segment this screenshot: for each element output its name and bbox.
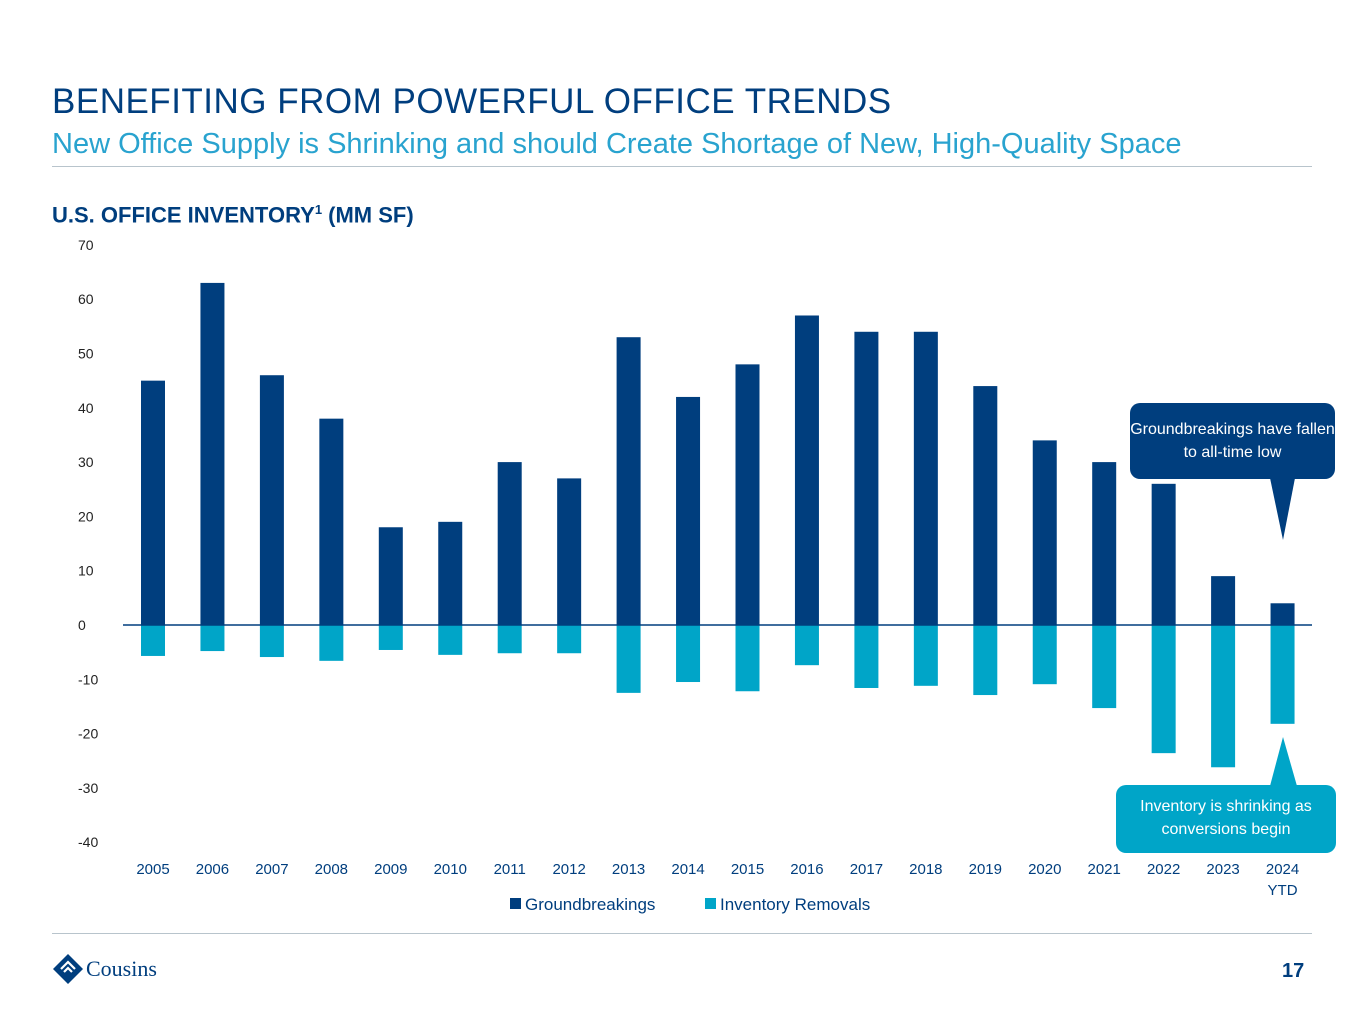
groundbreakings-bar — [259, 375, 284, 625]
groundbreakings-bar — [973, 386, 998, 625]
y-tick-label: 20 — [78, 508, 94, 524]
removals-bar — [616, 625, 641, 693]
x-tick-label: 2013 — [612, 861, 645, 878]
callout-pointer — [1270, 737, 1297, 786]
slide-subtitle: New Office Supply is Shrinking and shoul… — [52, 128, 1182, 160]
x-tick-label: 2011 — [494, 861, 526, 878]
groundbreakings-bar — [616, 337, 641, 625]
removals-bar — [1092, 625, 1117, 709]
chart-title-unit: (MM SF) — [322, 202, 414, 228]
x-tick-label: 2012 — [552, 861, 585, 878]
removals-bar — [141, 625, 165, 656]
cousins-logo: Cousins — [52, 953, 157, 985]
removals-bar — [378, 625, 403, 650]
x-tick-label: 2021 — [1088, 861, 1121, 878]
logo-icon — [53, 954, 83, 984]
groundbreakings-bar — [497, 462, 522, 625]
groundbreakings-bar — [438, 521, 463, 625]
x-tick-label: 2018 — [909, 861, 942, 878]
removals-bar — [1032, 625, 1057, 685]
groundbreakings-bar — [1270, 603, 1295, 625]
groundbreakings-bar — [200, 282, 225, 625]
x-tick-label: 2016 — [790, 861, 823, 878]
x-tick-label: 2009 — [374, 861, 407, 878]
groundbreakings-bar — [557, 478, 582, 625]
y-tick-label: -20 — [78, 726, 98, 742]
y-tick-label: 40 — [78, 400, 94, 416]
x-tick-label: 2024 — [1266, 861, 1299, 878]
x-tick-label: 2017 — [850, 861, 883, 878]
x-tick-label: 2020 — [1028, 861, 1061, 878]
slide-title: BENEFITING FROM POWERFUL OFFICE TRENDS — [52, 82, 892, 121]
groundbreakings-bar — [1032, 440, 1057, 625]
removals-bar — [676, 625, 701, 683]
removals-bar — [794, 625, 819, 666]
groundbreakings-bar — [1092, 462, 1117, 625]
chart-title: U.S. OFFICE INVENTORY1 (MM SF) — [52, 202, 414, 228]
x-tick-label: 2022 — [1147, 861, 1180, 878]
header-divider — [52, 166, 1312, 167]
x-tick-label: YTD — [1268, 882, 1298, 899]
y-tick-label: 30 — [78, 454, 94, 470]
removals-bar — [259, 625, 284, 658]
x-tick-label: 2014 — [671, 861, 704, 878]
removals-bar — [557, 625, 582, 654]
removals-bar — [1270, 625, 1295, 724]
legend-label: Inventory Removals — [720, 895, 870, 914]
x-tick-label: 2015 — [731, 861, 764, 878]
removals-bar — [735, 625, 760, 692]
y-tick-label: -40 — [78, 834, 98, 850]
legend-label: Groundbreakings — [525, 895, 655, 914]
groundbreakings-bar — [1211, 576, 1236, 625]
logo-text: Cousins — [86, 956, 157, 981]
removals-bar — [913, 625, 938, 686]
removals-bar — [1151, 625, 1176, 754]
callout-groundbreakings: Groundbreakings have fallen to all-time … — [1130, 403, 1335, 479]
x-tick-label: 2006 — [196, 861, 229, 878]
y-tick-label: 10 — [78, 563, 94, 579]
y-tick-label: 70 — [78, 237, 94, 253]
y-tick-label: -30 — [78, 780, 98, 796]
y-tick-label: 0 — [78, 617, 86, 633]
x-tick-label: 2008 — [315, 861, 348, 878]
groundbreakings-bar — [794, 315, 819, 625]
removals-bar — [1211, 625, 1236, 768]
x-tick-label: 2010 — [434, 861, 467, 878]
x-tick-label: 2005 — [136, 861, 169, 878]
callout-pointer — [1270, 478, 1295, 540]
chart-title-text: U.S. OFFICE INVENTORY — [52, 202, 315, 228]
groundbreakings-bar — [1151, 483, 1176, 625]
callout-inventory: Inventory is shrinking as conversions be… — [1116, 785, 1336, 853]
x-tick-label: 2023 — [1206, 861, 1239, 878]
y-tick-label: 60 — [78, 291, 94, 307]
y-tick-label: -10 — [78, 671, 98, 687]
removals-bar — [319, 625, 344, 661]
removals-bar — [854, 625, 879, 688]
y-tick-label: 50 — [78, 346, 94, 362]
groundbreakings-bar — [378, 527, 403, 625]
x-tick-label: 2019 — [969, 861, 1002, 878]
footer-divider — [52, 933, 1312, 934]
groundbreakings-bar — [141, 380, 165, 625]
groundbreakings-bar — [854, 331, 879, 625]
page-number: 17 — [1282, 960, 1305, 982]
removals-bar — [438, 625, 463, 655]
removals-bar — [200, 625, 225, 652]
footnote-marker: 1 — [314, 202, 323, 217]
groundbreakings-bar — [319, 418, 344, 625]
groundbreakings-bar — [913, 331, 938, 625]
groundbreakings-bar — [676, 396, 701, 625]
removals-bar — [973, 625, 998, 696]
removals-bar — [497, 625, 522, 654]
legend-swatch — [510, 898, 521, 909]
x-tick-label: 2007 — [255, 861, 288, 878]
legend-swatch — [705, 898, 716, 909]
groundbreakings-bar — [735, 364, 760, 625]
